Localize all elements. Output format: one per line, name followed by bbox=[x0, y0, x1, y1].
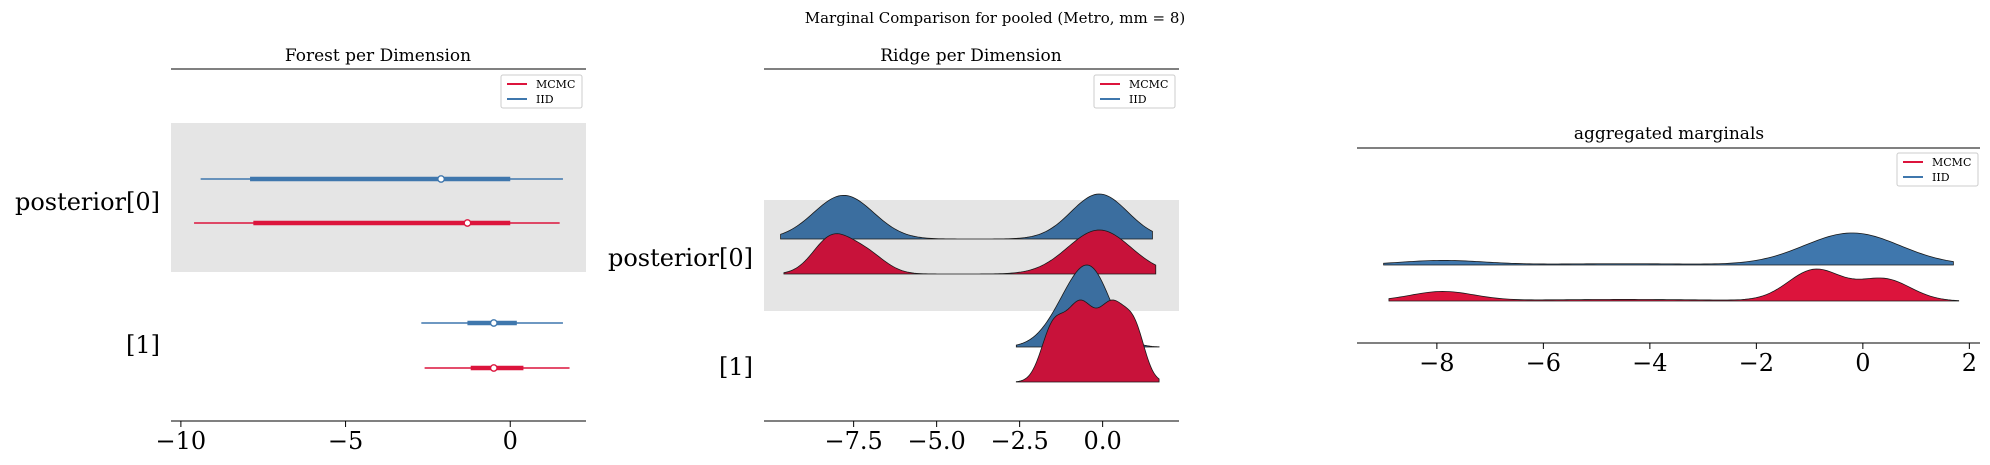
forest-iid-0-median bbox=[437, 175, 445, 183]
aggregated-x-ticks: −8 −6 −4 −2 0 2 bbox=[1419, 343, 1977, 377]
ridge-legend-mcmc-label: MCMC bbox=[1129, 78, 1168, 91]
forest-legend-iid-label: IID bbox=[536, 93, 554, 106]
forest-marks bbox=[194, 175, 570, 372]
aggregated-panel: aggregated marginals −8 −6 −4 −2 0 2 MCMC IID bbox=[1357, 124, 1980, 377]
forest-xtick-label-2: 0 bbox=[503, 427, 518, 455]
forest-ytick-label-1: [1] bbox=[126, 331, 160, 359]
forest-legend-mcmc-label: MCMC bbox=[536, 78, 575, 91]
aggregated-mcmc-1 bbox=[1388, 268, 1960, 302]
ridge-legend: MCMC IID bbox=[1093, 74, 1176, 109]
forest-x-ticks: −10 −5 0 bbox=[156, 421, 518, 455]
ridge-xtick-label-2: −2.5 bbox=[990, 427, 1048, 455]
ridge-mcmc-1 bbox=[783, 229, 1157, 275]
forest-iid-2-median bbox=[489, 319, 498, 327]
aggregated-marks bbox=[1383, 232, 1960, 302]
aggregated-xtick-label-3: −2 bbox=[1739, 349, 1774, 377]
figure-suptitle: Marginal Comparison for pooled (Metro, m… bbox=[805, 9, 1185, 27]
ridge-xtick-label-1: −5.0 bbox=[907, 427, 965, 455]
forest-panel-title: Forest per Dimension bbox=[285, 46, 471, 66]
aggregated-panel-title: aggregated marginals bbox=[1574, 124, 1764, 144]
forest-ytick-label-0: posterior[0] bbox=[15, 188, 160, 216]
ridge-x-ticks: −7.5 −5.0 −2.5 0.0 bbox=[824, 421, 1122, 455]
aggregated-legend-mcmc-label: MCMC bbox=[1932, 156, 1971, 169]
ridge-panel: Ridge per Dimension −7.5 −5.0 −2.5 0.0 post… bbox=[608, 46, 1179, 455]
forest-mcmc-3-median bbox=[489, 364, 498, 372]
forest-legend: MCMC IID bbox=[500, 74, 583, 109]
aggregated-xtick-label-4: 0 bbox=[1855, 349, 1870, 377]
aggregated-xtick-label-0: −8 bbox=[1419, 349, 1454, 377]
ridge-xtick-label-3: 0.0 bbox=[1084, 427, 1122, 455]
aggregated-legend-iid-label: IID bbox=[1932, 171, 1950, 184]
ridge-marks bbox=[780, 193, 1160, 383]
ridge-iid-0 bbox=[780, 193, 1153, 240]
ridge-mcmc-3 bbox=[1015, 299, 1160, 383]
forest-xtick-label-0: −10 bbox=[156, 427, 207, 455]
ridge-ytick-label-0: posterior[0] bbox=[608, 244, 753, 272]
ridge-xtick-label-0: −7.5 bbox=[824, 427, 882, 455]
aggregated-xtick-label-5: 2 bbox=[1962, 349, 1977, 377]
forest-highlight-band bbox=[171, 123, 586, 272]
ridge-legend-iid-label: IID bbox=[1129, 93, 1147, 106]
aggregated-xtick-label-2: −4 bbox=[1632, 349, 1667, 377]
ridge-panel-title: Ridge per Dimension bbox=[880, 46, 1062, 66]
aggregated-legend: MCMC IID bbox=[1896, 152, 1979, 187]
forest-panel: Forest per Dimension −10 −5 0 posterior[0]… bbox=[15, 46, 586, 455]
forest-mcmc-1-median bbox=[463, 219, 472, 227]
aggregated-iid-0 bbox=[1383, 232, 1954, 266]
aggregated-xtick-label-1: −6 bbox=[1526, 349, 1561, 377]
ridge-ytick-label-1: [1] bbox=[719, 353, 753, 381]
forest-xtick-label-1: −5 bbox=[328, 427, 363, 455]
